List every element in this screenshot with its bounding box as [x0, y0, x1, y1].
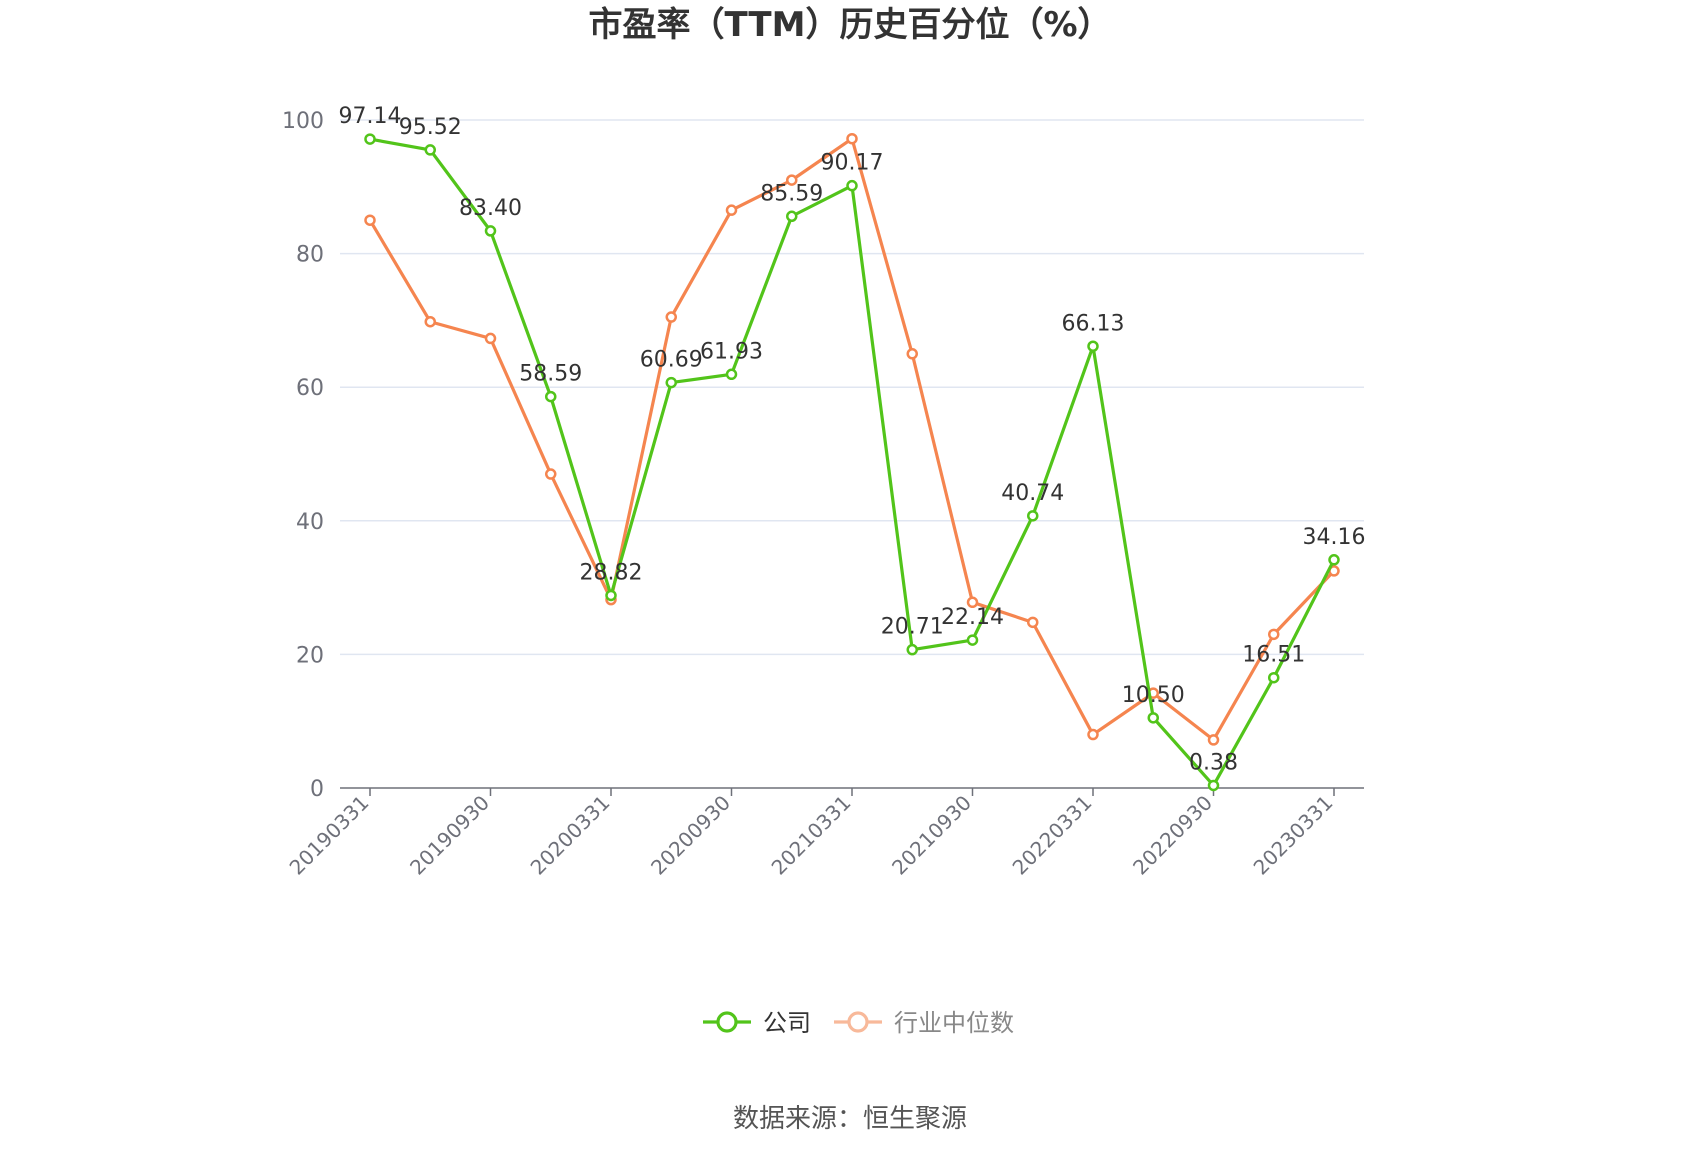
y-tick-label: 40 — [296, 510, 324, 535]
industry-median-point — [665, 311, 677, 323]
company-point — [364, 133, 376, 145]
industry-median-line — [368, 137, 1336, 742]
series-layer — [364, 132, 1340, 792]
data-label: 97.14 — [339, 104, 402, 129]
legend-label: 公司 — [763, 1009, 811, 1037]
company-point — [725, 368, 738, 381]
y-tick-label: 20 — [296, 643, 324, 668]
data-label: 20.71 — [881, 615, 944, 640]
industry-median-point — [1087, 728, 1099, 741]
x-tick-label: 20220930 — [1128, 791, 1217, 880]
chart-title: 市盈率（TTM）历史百分位（%） — [588, 5, 1111, 45]
x-tick-label: 20210331 — [767, 791, 856, 880]
company-point — [484, 225, 497, 237]
data-label: 83.40 — [459, 196, 522, 221]
x-tick-label: 20190331 — [285, 791, 374, 880]
industry-median-point — [725, 204, 738, 216]
data-label: 66.13 — [1062, 311, 1125, 336]
company-line — [369, 137, 1336, 788]
industry-median-point — [786, 174, 798, 186]
data-label: 28.82 — [580, 560, 643, 585]
legend-marker-icon — [847, 1011, 869, 1033]
x-tick-label: 20200331 — [526, 791, 615, 880]
data-label: 16.51 — [1242, 643, 1305, 668]
y-tick-label: 100 — [282, 109, 324, 134]
company-point — [1027, 510, 1039, 522]
industry-median-point — [966, 596, 979, 609]
data-source: 数据来源：恒生聚源 — [733, 1104, 967, 1134]
data-label: 58.59 — [519, 362, 582, 387]
industry-median-point — [1268, 628, 1280, 641]
x-axis: 20190331 20190930 20200331 20200930 20210331… — [285, 787, 1364, 880]
legend-marker-icon — [716, 1011, 738, 1033]
data-label: 60.69 — [640, 348, 703, 373]
industry-median-point — [906, 348, 918, 360]
legend-item-company: 公司 — [703, 1009, 811, 1037]
y-tick-label: 60 — [296, 376, 324, 401]
industry-median-point — [1207, 734, 1220, 746]
company-point — [545, 390, 557, 403]
y-tick-label: 0 — [310, 777, 324, 802]
x-tick-label: 20200930 — [646, 791, 735, 880]
data-label: 95.52 — [399, 115, 462, 140]
data-label: 40.74 — [1001, 481, 1064, 506]
legend-item-industry-median: 行业中位数 — [834, 1009, 1014, 1037]
company-point — [665, 376, 677, 389]
y-axis: 0 20 40 60 80 100 — [282, 109, 324, 802]
y-tick-label: 80 — [296, 243, 324, 268]
legend-label: 行业中位数 — [894, 1009, 1014, 1037]
company-point — [1087, 340, 1099, 353]
data-label: 10.50 — [1122, 683, 1185, 708]
company-point — [906, 643, 918, 656]
industry-median-point — [424, 315, 436, 328]
company-point — [786, 210, 798, 223]
company-point — [1207, 779, 1220, 792]
industry-median-point — [846, 132, 858, 145]
legend: 公司 行业中位数 — [703, 1009, 1014, 1037]
industry-median-point — [484, 332, 497, 345]
x-tick-label: 20210930 — [887, 791, 976, 880]
company-point — [846, 179, 858, 192]
data-label: 22.14 — [941, 605, 1004, 630]
company-point — [966, 634, 979, 646]
company-point — [1147, 712, 1159, 724]
data-label: 85.59 — [760, 181, 823, 206]
industry-median-point — [545, 468, 557, 480]
company-point — [605, 589, 617, 602]
industry-median-point — [364, 214, 376, 226]
company-point — [1328, 554, 1340, 566]
x-tick-label: 20190930 — [405, 791, 494, 880]
industry-median-point — [1027, 616, 1039, 629]
x-tick-label: 20230331 — [1249, 791, 1338, 880]
data-label: 0.38 — [1189, 750, 1238, 775]
company-point — [1268, 671, 1280, 684]
company-point — [424, 144, 436, 156]
data-label: 61.93 — [700, 339, 763, 364]
data-label: 34.16 — [1303, 525, 1366, 550]
data-label: 90.17 — [821, 151, 884, 176]
x-tick-label: 20220331 — [1008, 791, 1097, 880]
